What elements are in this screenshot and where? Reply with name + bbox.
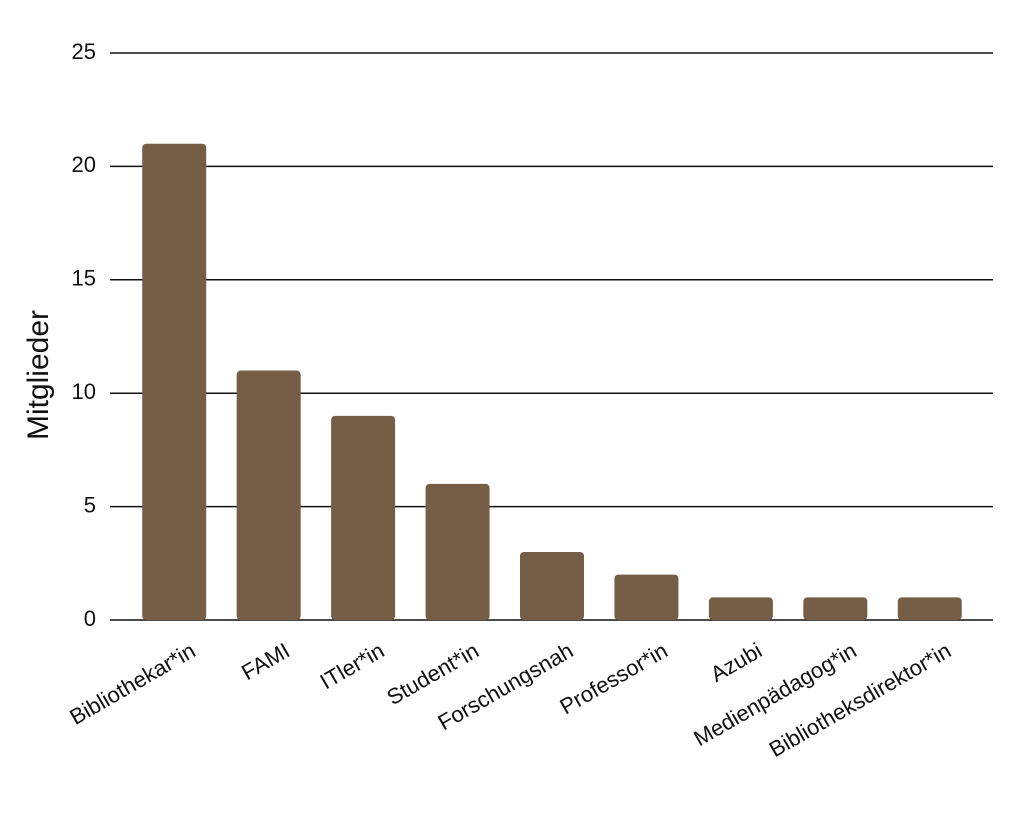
bar [803, 597, 868, 620]
y-tick-label: 0 [84, 606, 96, 631]
bar [331, 415, 396, 620]
bar [520, 551, 584, 620]
x-tick-label: Bibliotheksdirektor*in [765, 638, 955, 762]
x-tick-label: ITler*in [316, 638, 389, 694]
bar [614, 574, 679, 620]
y-tick-label: 5 [84, 492, 96, 517]
x-tick-label: FAMI [237, 638, 294, 685]
bar [236, 370, 301, 620]
bar [142, 143, 207, 620]
y-tick-label: 25 [72, 39, 96, 64]
x-tick-label: Bibliothekar*in [65, 638, 199, 730]
x-tick-label: Professor*in [556, 638, 672, 720]
bar [708, 597, 773, 620]
y-tick-label: 15 [72, 266, 96, 291]
x-tick-label: Azubi [706, 638, 766, 687]
bar [897, 597, 962, 620]
y-tick-label: 10 [72, 379, 96, 404]
y-tick-label: 20 [72, 152, 96, 177]
bar [425, 483, 490, 620]
y-axis-label: Mitglieder [22, 310, 55, 440]
